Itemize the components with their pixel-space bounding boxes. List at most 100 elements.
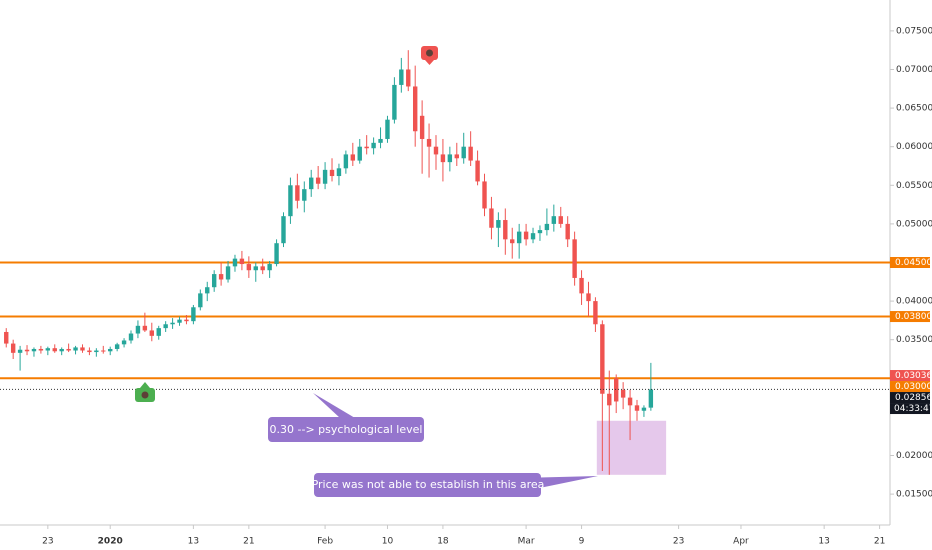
candle-body xyxy=(170,322,175,325)
y-tick-label: 0.06500 xyxy=(896,104,932,114)
plot: 0.07500 0.07000 0.06500 0.06000 0.05500 0.050… xyxy=(0,26,932,547)
countdown-box xyxy=(890,403,930,415)
candle-body xyxy=(315,177,321,184)
candle-body xyxy=(66,348,71,351)
candle-body xyxy=(551,216,557,224)
candle-body xyxy=(412,86,418,132)
callout-box xyxy=(314,473,541,497)
candle-body xyxy=(503,220,508,240)
candle-body xyxy=(447,154,453,163)
candle-body xyxy=(468,146,473,161)
candle-body xyxy=(641,407,647,411)
callout-box xyxy=(268,417,424,442)
x-tick-label: 13 xyxy=(188,537,199,547)
candle-body xyxy=(302,189,307,201)
candle-body xyxy=(191,307,196,322)
candle-body xyxy=(620,389,626,398)
candle-body xyxy=(149,330,154,336)
candle-body xyxy=(426,138,432,147)
candle-body xyxy=(378,138,383,143)
price-label: 0.04500 xyxy=(895,258,932,268)
candle-body xyxy=(253,266,258,271)
price-label-box xyxy=(890,311,930,323)
candle-body xyxy=(260,266,265,271)
candle-body xyxy=(38,348,44,351)
candle-body xyxy=(31,348,37,352)
candle-body xyxy=(461,146,466,159)
x-tick-label: 23 xyxy=(673,537,684,547)
candle-body xyxy=(218,274,224,280)
y-tick-label: 0.07500 xyxy=(896,26,932,36)
candle-body xyxy=(336,168,342,177)
y-tick-label: 0.06000 xyxy=(896,142,932,152)
candle-body xyxy=(523,231,529,240)
price-label-box xyxy=(890,381,930,393)
candle-body xyxy=(24,349,30,352)
candle-body xyxy=(544,223,550,231)
candle-body xyxy=(135,325,141,334)
candle-body xyxy=(94,350,99,353)
candle-body xyxy=(364,146,369,149)
candle-body xyxy=(399,69,404,85)
candle-body xyxy=(329,169,335,177)
candle-body xyxy=(454,154,459,159)
candle-body xyxy=(350,154,356,161)
candle-body xyxy=(232,258,238,267)
x-tick-label: Mar xyxy=(518,537,535,547)
candle-body xyxy=(17,349,23,353)
candle-body xyxy=(121,340,127,345)
annotation: 0.30 --> psychological level xyxy=(270,423,423,436)
candle-body xyxy=(142,325,148,331)
annotation: Price was not able to establish in this … xyxy=(312,478,545,491)
candle-body xyxy=(648,389,654,408)
candle-body xyxy=(482,181,487,209)
x-tick-label: Feb xyxy=(317,537,333,547)
candle-body xyxy=(205,287,210,294)
candle-body xyxy=(156,328,161,336)
y-tick-label: 0.01500 xyxy=(896,490,932,500)
candle-body xyxy=(274,243,279,265)
candle-body xyxy=(627,397,633,406)
x-tick-label: 10 xyxy=(382,537,394,547)
buy-signal xyxy=(135,382,155,402)
price-label-box xyxy=(890,257,930,268)
y-tick-label: 0.04000 xyxy=(896,297,932,307)
candle-body xyxy=(419,115,425,139)
candle-body xyxy=(246,264,252,271)
candle-body xyxy=(537,230,543,234)
candle-body xyxy=(108,348,113,352)
candle-body xyxy=(87,350,92,353)
candle-body xyxy=(45,348,51,351)
candle-body xyxy=(496,220,501,228)
candle-body xyxy=(343,154,349,169)
candle-body xyxy=(288,185,293,217)
countdown: 04:33:47 xyxy=(894,404,932,414)
price-label: 0.03000 xyxy=(895,382,932,392)
y-tick-label: 0.03500 xyxy=(896,335,932,345)
candle-body xyxy=(579,277,584,294)
candle-body xyxy=(433,146,439,155)
candle-body xyxy=(163,324,168,329)
candle-body xyxy=(357,146,362,161)
candle-body xyxy=(607,393,612,406)
x-tick-label: 2020 xyxy=(98,537,123,547)
x-tick-label: 9 xyxy=(579,537,585,547)
price-label-box xyxy=(890,392,930,404)
x-tick-label: 21 xyxy=(874,537,885,547)
price-label: 0.02856 xyxy=(895,393,932,403)
x-tick-label: Apr xyxy=(733,537,749,547)
candle-body xyxy=(295,185,300,201)
y-tick-label: 0.05500 xyxy=(896,181,932,191)
x-tick-label: 23 xyxy=(42,537,53,547)
price-label-box xyxy=(890,370,930,382)
candle-body xyxy=(73,347,78,351)
candle-body xyxy=(489,208,494,228)
x-tick-label: 13 xyxy=(818,537,829,547)
candle-body xyxy=(322,169,328,184)
candle-body xyxy=(530,233,536,240)
price-label: 0.03800 xyxy=(895,312,932,322)
candle-body xyxy=(239,258,245,265)
candle-body xyxy=(385,119,390,139)
